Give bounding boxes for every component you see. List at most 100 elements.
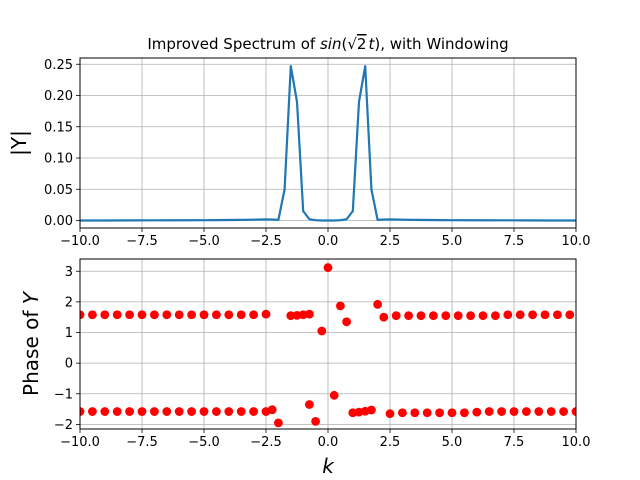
- phase-point: [460, 408, 469, 418]
- phase-point: [174, 310, 184, 320]
- phase-y-tick-label: −2: [54, 418, 73, 433]
- phase-plot-area: [80, 263, 576, 428]
- phase-point: [187, 407, 197, 416]
- magnitude-x-tick-label: −7.5: [126, 234, 158, 249]
- magnitude-plot-area: [80, 65, 576, 222]
- phase-point: [329, 390, 339, 400]
- phase-point: [224, 407, 234, 416]
- magnitude-y-tick-label: 0.15: [44, 120, 73, 135]
- phase-point: [236, 310, 246, 320]
- phase-point: [441, 311, 451, 321]
- phase-point: [571, 407, 576, 416]
- magnitude-ticks: −10.0 −7.5 −5.0 −2.5 0.0 2.5 5.0 7.5 10.0 0.00 0.0…: [44, 58, 590, 249]
- phase-point: [274, 418, 283, 428]
- phase-point: [199, 407, 209, 416]
- phase-point: [125, 407, 134, 416]
- phase-point: [410, 408, 420, 418]
- magnitude-x-tick-label: 5.0: [442, 234, 463, 249]
- magnitude-x-tick-label: 7.5: [504, 234, 525, 249]
- phase-point: [404, 311, 413, 321]
- magnitude-y-tick-label: 0.00: [44, 214, 73, 229]
- phase-point: [367, 405, 376, 415]
- phase-point: [199, 310, 209, 320]
- phase-point: [373, 299, 382, 309]
- phase-point: [398, 408, 407, 418]
- phase-x-tick-label: 0.0: [318, 435, 339, 450]
- phase-point: [559, 407, 568, 416]
- magnitude-axes: −10.0 −7.5 −5.0 −2.5 0.0 2.5 5.0 7.5 10.0 0.00 0.0…: [7, 57, 590, 249]
- phase-point: [267, 405, 277, 415]
- phase-point: [174, 407, 184, 416]
- phase-x-tick-label: −10.0: [60, 435, 100, 450]
- phase-point: [497, 407, 506, 416]
- phase-x-axis-label: k: [322, 454, 335, 478]
- phase-point: [429, 311, 438, 321]
- phase-point: [100, 407, 110, 416]
- phase-point: [503, 310, 513, 320]
- phase-point: [565, 310, 575, 320]
- phase-point: [522, 407, 531, 416]
- phase-point: [484, 407, 494, 416]
- phase-point: [311, 416, 320, 426]
- phase-x-tick-label: −7.5: [126, 435, 158, 450]
- phase-point: [553, 310, 562, 320]
- phase-point: [422, 408, 432, 418]
- phase-y-tick-label: 1: [65, 326, 73, 341]
- magnitude-series-line: [80, 65, 576, 222]
- phase-x-tick-label: −5.0: [188, 435, 220, 450]
- phase-point: [534, 407, 544, 416]
- phase-point: [212, 407, 221, 416]
- phase-point: [336, 301, 345, 311]
- top-chart-title: Improved Spectrum of sin(√2 t), with Wind…: [147, 35, 508, 53]
- magnitude-x-tick-label: −10.0: [60, 234, 100, 249]
- phase-point: [88, 407, 97, 416]
- phase-point: [323, 263, 333, 272]
- phase-point: [385, 409, 395, 419]
- phase-point: [162, 310, 172, 320]
- magnitude-x-tick-label: −2.5: [250, 234, 282, 249]
- phase-point: [515, 310, 525, 320]
- phase-point: [80, 310, 85, 320]
- phase-point: [305, 309, 314, 319]
- phase-x-tick-label: 2.5: [380, 435, 401, 450]
- phase-point: [162, 407, 172, 416]
- phase-point: [249, 310, 258, 320]
- phase-point: [453, 311, 463, 321]
- phase-x-tick-label: 5.0: [442, 435, 463, 450]
- phase-y-axis-label: Phase of Y: [19, 290, 43, 396]
- phase-point: [305, 400, 314, 409]
- phase-y-tick-label: −1: [54, 387, 73, 402]
- phase-point: [416, 311, 426, 321]
- phase-point: [261, 309, 271, 319]
- phase-point: [391, 311, 401, 321]
- phase-point: [88, 310, 97, 320]
- phase-axes: −10.0 −7.5 −5.0 −2.5 0.0 2.5 5.0 7.5 10.0 −2 −1 0 1 2…: [19, 258, 591, 478]
- phase-ticks: −10.0 −7.5 −5.0 −2.5 0.0 2.5 5.0 7.5 10.0 −2 −1 0 1 2…: [54, 265, 591, 450]
- phase-point: [478, 311, 488, 321]
- magnitude-y-axis-label: |Y|: [7, 130, 31, 156]
- phase-point: [435, 408, 444, 418]
- phase-point: [80, 407, 85, 416]
- phase-point: [187, 310, 197, 320]
- phase-x-tick-label: 7.5: [504, 435, 525, 450]
- phase-point: [491, 311, 500, 321]
- phase-point: [224, 310, 234, 320]
- phase-point: [137, 310, 147, 320]
- phase-point: [150, 407, 159, 416]
- phase-x-tick-label: −2.5: [250, 435, 282, 450]
- magnitude-y-tick-label: 0.05: [44, 183, 73, 198]
- phase-point: [112, 407, 122, 416]
- phase-point: [472, 407, 482, 417]
- phase-point: [150, 310, 159, 320]
- phase-point: [466, 311, 475, 321]
- phase-point: [212, 310, 221, 320]
- magnitude-y-tick-label: 0.10: [44, 152, 73, 167]
- magnitude-x-tick-label: 0.0: [318, 234, 339, 249]
- magnitude-x-tick-label: −5.0: [188, 234, 220, 249]
- phase-point: [317, 326, 327, 336]
- magnitude-y-tick-label: 0.20: [44, 89, 73, 104]
- phase-y-tick-label: 3: [65, 265, 73, 280]
- phase-y-tick-label: 0: [65, 357, 73, 372]
